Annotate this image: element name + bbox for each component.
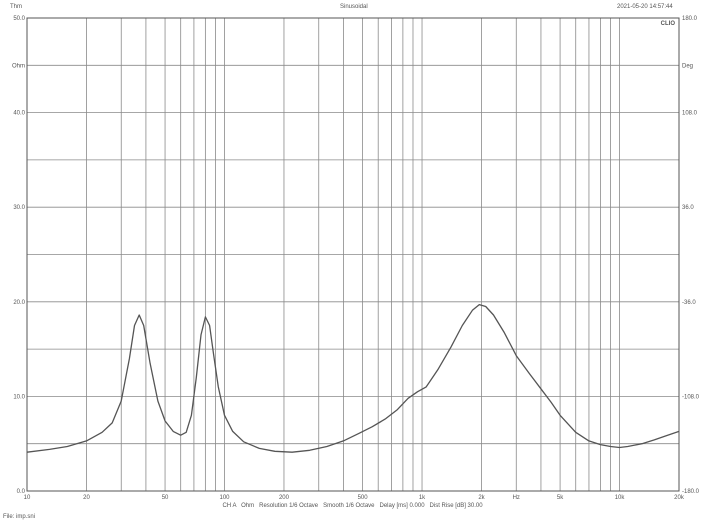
y2-tick-label: -108.0 [682,394,700,400]
clio-logo: CLIO [661,21,676,27]
x-tick-label: 20 [83,495,90,501]
header-left-label: Thm [10,4,22,10]
y2-axis-ticks: -180.0 -108.0 -36.0 36.0 108.0 180.0 [682,16,700,495]
y-tick-label: 50.0 [13,16,25,22]
y-tick-label: 20.0 [13,300,25,306]
y2-tick-label: -36.0 [682,300,696,306]
x-tick-label: 10k [615,495,626,501]
x-tick-label: 2k [478,495,485,501]
grid [27,18,679,491]
y-tick-label: 40.0 [13,111,25,117]
measurement-settings: CH A Ohm Resolution 1/6 Octave Smooth 1/… [222,503,483,509]
impedance-curve [26,303,680,453]
y-axis-unit-label: Ohm [12,63,25,69]
y2-tick-label: 180.0 [682,16,698,22]
x-tick-label: 200 [279,495,290,501]
y2-tick-label: 36.0 [682,205,694,211]
y-tick-label: 10.0 [13,394,25,400]
x-tick-label: 100 [220,495,231,501]
header-timestamp: 2021-05-20 14:57:44 [617,4,673,10]
y-tick-label: 30.0 [13,205,25,211]
x-tick-label: 1k [419,495,426,501]
y2-axis-unit-label: Deg [682,63,693,69]
plot-frame [26,17,680,492]
x-axis-unit-label: Hz [513,495,520,501]
y2-tick-label: 108.0 [682,111,698,117]
header-title: Sinusoidal [340,4,368,10]
x-axis-ticks: 10 20 50 100 200 500 1k 2k 5k 10k 20k [24,495,685,501]
y2-tick-label: -180.0 [682,489,700,495]
x-tick-label: 50 [162,495,169,501]
file-name: File: imp.sni [3,514,36,520]
y-axis-ticks: 0.0 10.0 20.0 30.0 40.0 50.0 [13,16,25,495]
x-tick-label: 20k [674,495,685,501]
x-tick-label: 500 [358,495,369,501]
y-tick-label: 0.0 [17,489,26,495]
series-layer [26,303,680,453]
x-tick-label: 5k [557,495,564,501]
x-tick-label: 10 [24,495,31,501]
